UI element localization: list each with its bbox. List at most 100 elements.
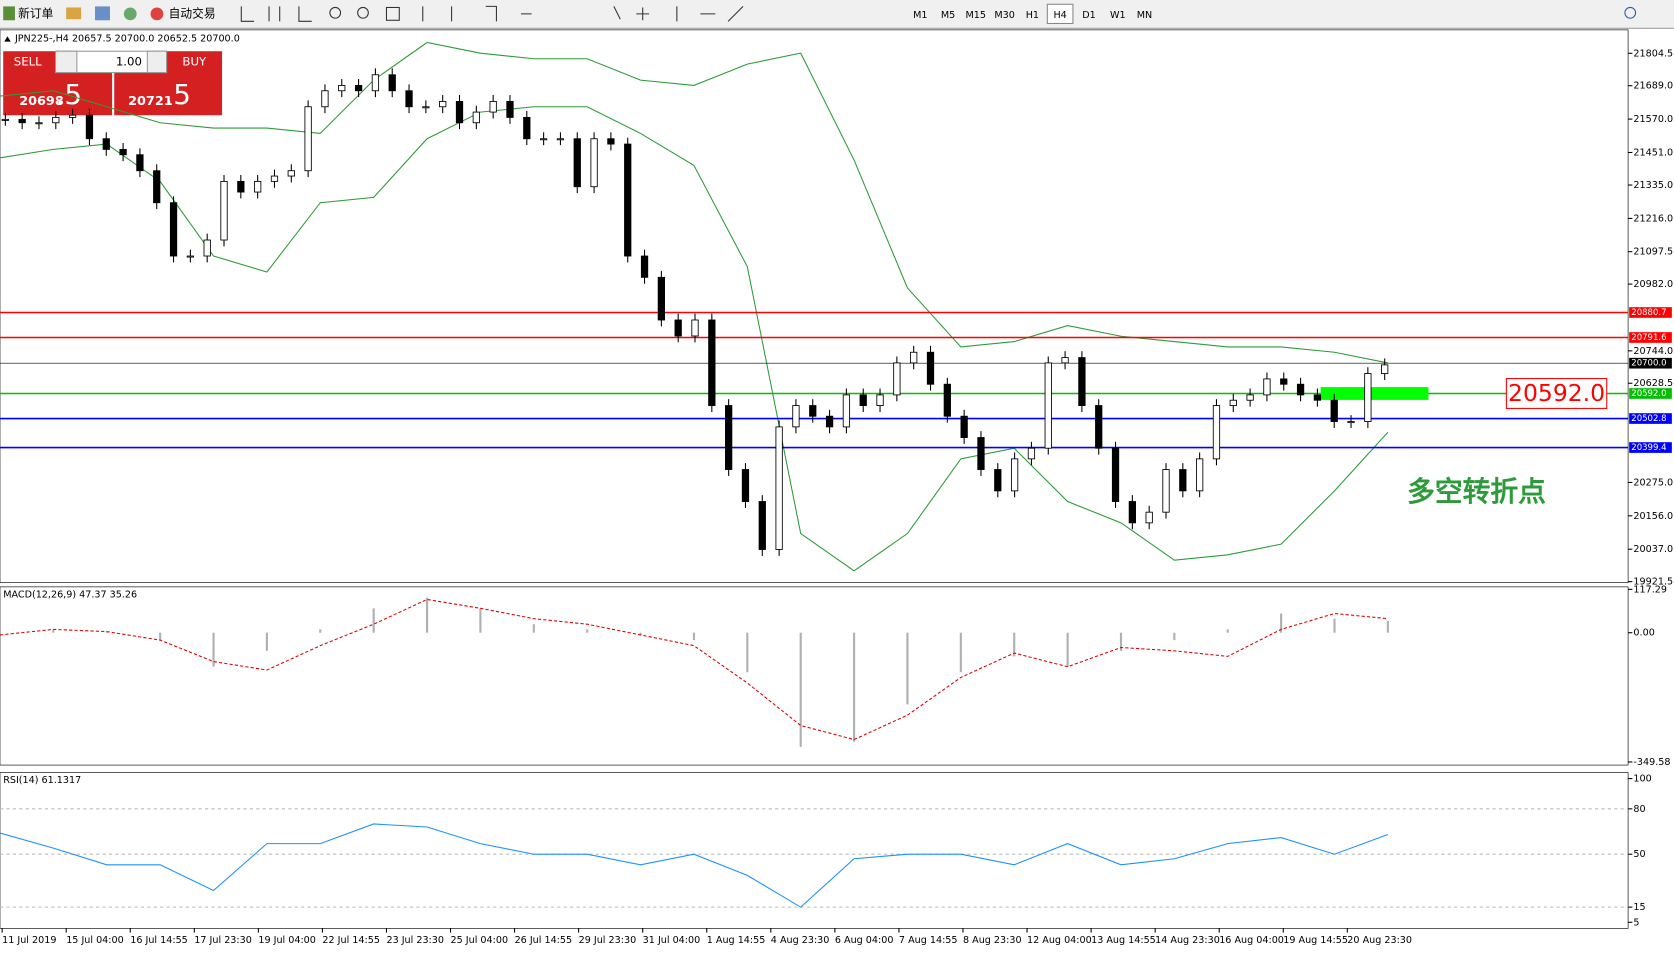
timeframe-button[interactable]: M15 — [966, 10, 987, 21]
candle — [1280, 378, 1288, 385]
candle — [1, 118, 9, 121]
candle — [910, 351, 918, 364]
candle — [338, 85, 346, 92]
candle — [439, 100, 447, 108]
candle — [1179, 469, 1187, 492]
toolbar-icon[interactable] — [95, 6, 110, 21]
candle — [186, 255, 195, 258]
zoom-out[interactable] — [357, 6, 369, 19]
y-tick-label: 21570.0 — [1633, 114, 1673, 125]
lot-spinner[interactable] — [146, 50, 168, 74]
candle — [994, 469, 1002, 492]
macd-bar — [212, 632, 215, 667]
candle — [68, 114, 77, 118]
y-tick-label: -349.58 — [1633, 757, 1670, 768]
y-tick-label: 20628.5 — [1633, 378, 1673, 389]
timeframe-button[interactable]: W1 — [1110, 10, 1126, 21]
candle — [506, 100, 514, 118]
macd-bar — [532, 624, 535, 633]
x-tick-label: 19 Aug 14:55 — [1283, 935, 1348, 946]
macd-bar — [853, 632, 856, 742]
candle — [1246, 394, 1254, 401]
macd-bar — [52, 629, 55, 633]
candle — [607, 138, 615, 145]
x-tick-label: 4 Aug 23:30 — [771, 935, 830, 946]
tile[interactable] — [385, 6, 400, 21]
macd-bar — [105, 631, 108, 633]
timeframe-button[interactable]: M30 — [994, 10, 1015, 21]
chart-type-icons[interactable] — [240, 6, 312, 22]
candle — [876, 394, 884, 406]
timeframe-button[interactable]: M1 — [913, 10, 927, 21]
timeframe-button[interactable]: H4 — [1053, 10, 1066, 21]
auto-trading-button[interactable]: 自动交易 — [169, 6, 216, 20]
level-label: 20399.4 — [1631, 443, 1666, 453]
candle — [590, 138, 598, 188]
new-order-icon[interactable] — [3, 6, 15, 21]
candle — [1381, 364, 1389, 375]
candle — [371, 74, 380, 92]
macd-bar — [479, 608, 482, 633]
macd-bar — [639, 632, 642, 635]
x-tick-label: 29 Jul 23:30 — [579, 935, 637, 946]
timeframe-button[interactable]: M5 — [941, 10, 955, 21]
new-order-button[interactable]: 新订单 — [18, 6, 53, 20]
macd-bar — [799, 632, 802, 747]
lot-dropdown[interactable] — [54, 50, 78, 74]
auto-trading-icon[interactable] — [150, 7, 164, 21]
level-tag — [1629, 332, 1672, 343]
macd-label: MACD(12,26,9) 47.37 35.26 — [3, 589, 137, 600]
level-label: 20791.6 — [1631, 333, 1666, 343]
candle — [85, 114, 94, 140]
timeframe-button[interactable]: MN — [1137, 10, 1152, 21]
x-tick-label: 13 Aug 14:55 — [1091, 935, 1156, 946]
collapse-arrow[interactable] — [4, 36, 11, 42]
search-icon[interactable] — [1624, 6, 1637, 19]
toolbar-tools — [240, 5, 744, 22]
lot-value: 1.00 — [116, 54, 142, 68]
ask-price: 20721 — [128, 94, 173, 109]
pane-frame — [0, 29, 1629, 583]
sell-button[interactable]: SELL — [14, 54, 42, 68]
y-tick-label: 20275.0 — [1633, 477, 1673, 488]
y-tick-label: 20037.0 — [1633, 544, 1673, 555]
x-tick-label: 19 Jul 04:00 — [258, 935, 316, 946]
candle — [422, 106, 430, 109]
pane-frame — [0, 586, 1629, 766]
macd-bar — [586, 629, 589, 633]
x-tick-label: 23 Jul 23:30 — [386, 935, 444, 946]
macd-bar — [265, 632, 268, 651]
toolbar-icon[interactable] — [66, 7, 82, 20]
chart-header: JPN225-,H4 20657.5 20700.0 20652.5 20700… — [14, 33, 240, 44]
timeframe-button[interactable]: H1 — [1026, 10, 1039, 21]
timeframe-button[interactable]: D1 — [1082, 10, 1096, 21]
x-tick-label: 22 Jul 14:55 — [322, 935, 380, 946]
candle — [1330, 399, 1338, 422]
candle — [1162, 469, 1170, 513]
zoom-in[interactable] — [329, 6, 342, 19]
candle — [254, 180, 262, 193]
candle — [825, 415, 834, 428]
x-tick-label: 17 Jul 23:30 — [194, 935, 252, 946]
tool-icons[interactable] — [422, 5, 744, 22]
candle — [1111, 447, 1120, 502]
macd-bar — [1226, 629, 1229, 633]
candle — [792, 405, 800, 428]
buy-button[interactable]: BUY — [182, 54, 207, 68]
candle — [691, 319, 699, 337]
x-tick-label: 12 Aug 04:00 — [1027, 935, 1092, 946]
level-callout — [1505, 378, 1608, 409]
candle — [893, 362, 901, 396]
candle — [523, 116, 531, 140]
candle — [842, 394, 851, 428]
candle — [926, 351, 935, 385]
x-tick-label: 7 Aug 14:55 — [899, 935, 958, 946]
y-tick-label: 5 — [1633, 917, 1639, 928]
macd-bar — [159, 632, 162, 641]
toolbar-icon[interactable] — [123, 7, 137, 21]
level-callout-label: 20592.0 — [1508, 379, 1605, 407]
candle — [153, 170, 161, 204]
candle — [203, 239, 211, 257]
y-tick-label: 20982.0 — [1633, 279, 1673, 290]
